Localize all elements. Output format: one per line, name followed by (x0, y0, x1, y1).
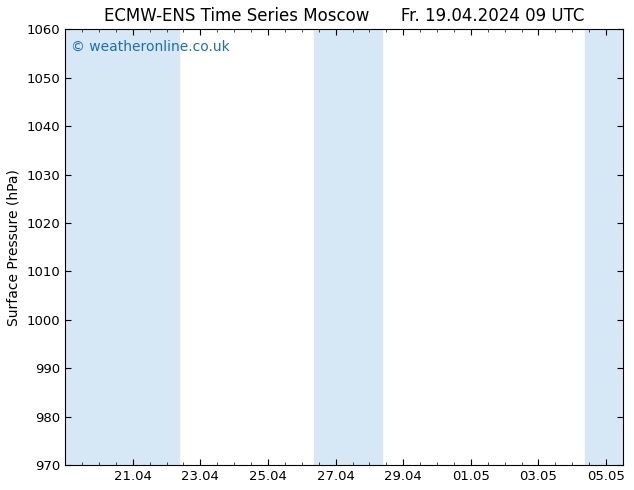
Bar (585, 29, 623, 465)
Bar (65, 29, 112, 465)
Y-axis label: Surface Pressure (hPa): Surface Pressure (hPa) (7, 169, 21, 326)
Title: ECMW-ENS Time Series Moscow      Fr. 19.04.2024 09 UTC: ECMW-ENS Time Series Moscow Fr. 19.04.20… (104, 7, 585, 25)
Bar (314, 29, 382, 465)
Text: © weatheronline.co.uk: © weatheronline.co.uk (70, 40, 230, 54)
Bar (112, 29, 179, 465)
